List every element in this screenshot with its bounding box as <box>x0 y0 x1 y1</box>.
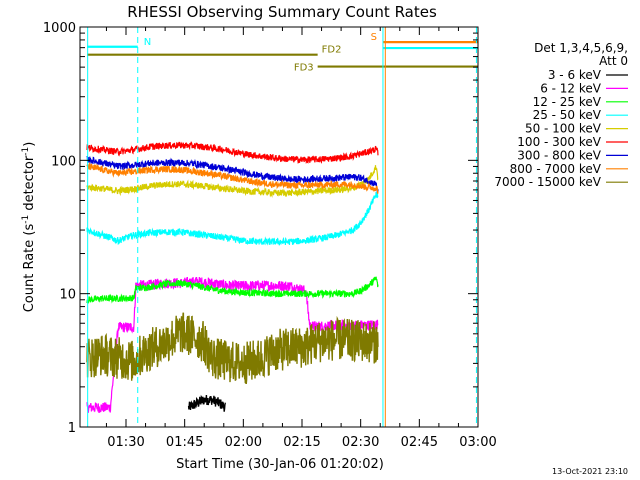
series-100-300-kevline <box>86 141 379 165</box>
y-axis-label-sup1: -1 <box>21 215 31 224</box>
x-tick-label: 01:30 <box>107 435 144 450</box>
y-axis-ticks: 1 10 100 1000 <box>43 21 478 436</box>
y-axis-label-end: ) <box>22 142 37 147</box>
legend-label: 25 - 50 keV <box>533 108 602 122</box>
x-tick-label: 03:00 <box>459 435 496 450</box>
x-tick-label: 02:15 <box>283 435 320 450</box>
x-tick-label: 02:00 <box>225 435 262 450</box>
footer-timestamp: 13-Oct-2021 23:10 <box>552 467 628 476</box>
y-axis-label: Count Rate (s-1 detector-1) <box>21 142 37 313</box>
series-25-50-kevline <box>86 191 379 246</box>
legend-label: 7000 - 15000 keV <box>494 175 601 189</box>
x-tick-label: 01:45 <box>166 435 203 450</box>
plot-area: N FD2 FD3 S <box>86 27 479 427</box>
legend-header-line2: Att 0 <box>599 54 628 68</box>
legend-label: 800 - 7000 keV <box>510 162 602 176</box>
y-axis-label-main: Count Rate (s <box>22 224 37 313</box>
legend-label: 6 - 12 keV <box>540 81 602 95</box>
series-12-25-kevline <box>86 276 379 305</box>
flag-label-n: N <box>144 37 151 48</box>
legend-label: 300 - 800 keV <box>517 148 601 162</box>
chart-title: RHESSI Observing Summary Count Rates <box>127 3 437 21</box>
y-axis-label-mid: detector <box>22 155 37 215</box>
y-axis-label-sup2: -1 <box>21 147 31 156</box>
series-300-800-kevline <box>86 156 379 193</box>
x-axis-ticks: 01:30 01:45 02:00 02:15 02:30 02:45 03:00 <box>105 27 497 450</box>
x-axis-label: Start Time (30-Jan-06 01:20:02) <box>176 457 384 472</box>
y-tick-label: 1 <box>68 421 76 436</box>
series-800-7000-kevline <box>86 161 379 194</box>
series-layer <box>86 141 379 414</box>
x-tick-label: 02:45 <box>401 435 438 450</box>
flag-lines-layer: N FD2 FD3 S <box>87 32 478 74</box>
series-7000-15000-kevline <box>86 312 379 384</box>
legend-label: 3 - 6 keV <box>548 68 602 82</box>
legend-header-line1: Det 1,3,4,5,6,9, <box>534 41 628 55</box>
flag-label-fd3: FD3 <box>294 63 314 74</box>
legend-label: 100 - 300 keV <box>517 135 601 149</box>
flag-label-fd2: FD2 <box>322 45 342 56</box>
plot-frame <box>79 26 479 428</box>
series-50-100-kevline <box>86 165 379 198</box>
y-tick-label: 1000 <box>43 21 76 36</box>
series-3-6-kevline <box>187 394 227 412</box>
x-tick-label: 02:30 <box>342 435 379 450</box>
legend-label: 12 - 25 keV <box>533 95 602 109</box>
flag-label-s: S <box>371 32 377 43</box>
legend-label: 50 - 100 keV <box>525 122 602 136</box>
y-tick-label: 100 <box>51 154 76 169</box>
y-tick-label: 10 <box>59 288 76 303</box>
